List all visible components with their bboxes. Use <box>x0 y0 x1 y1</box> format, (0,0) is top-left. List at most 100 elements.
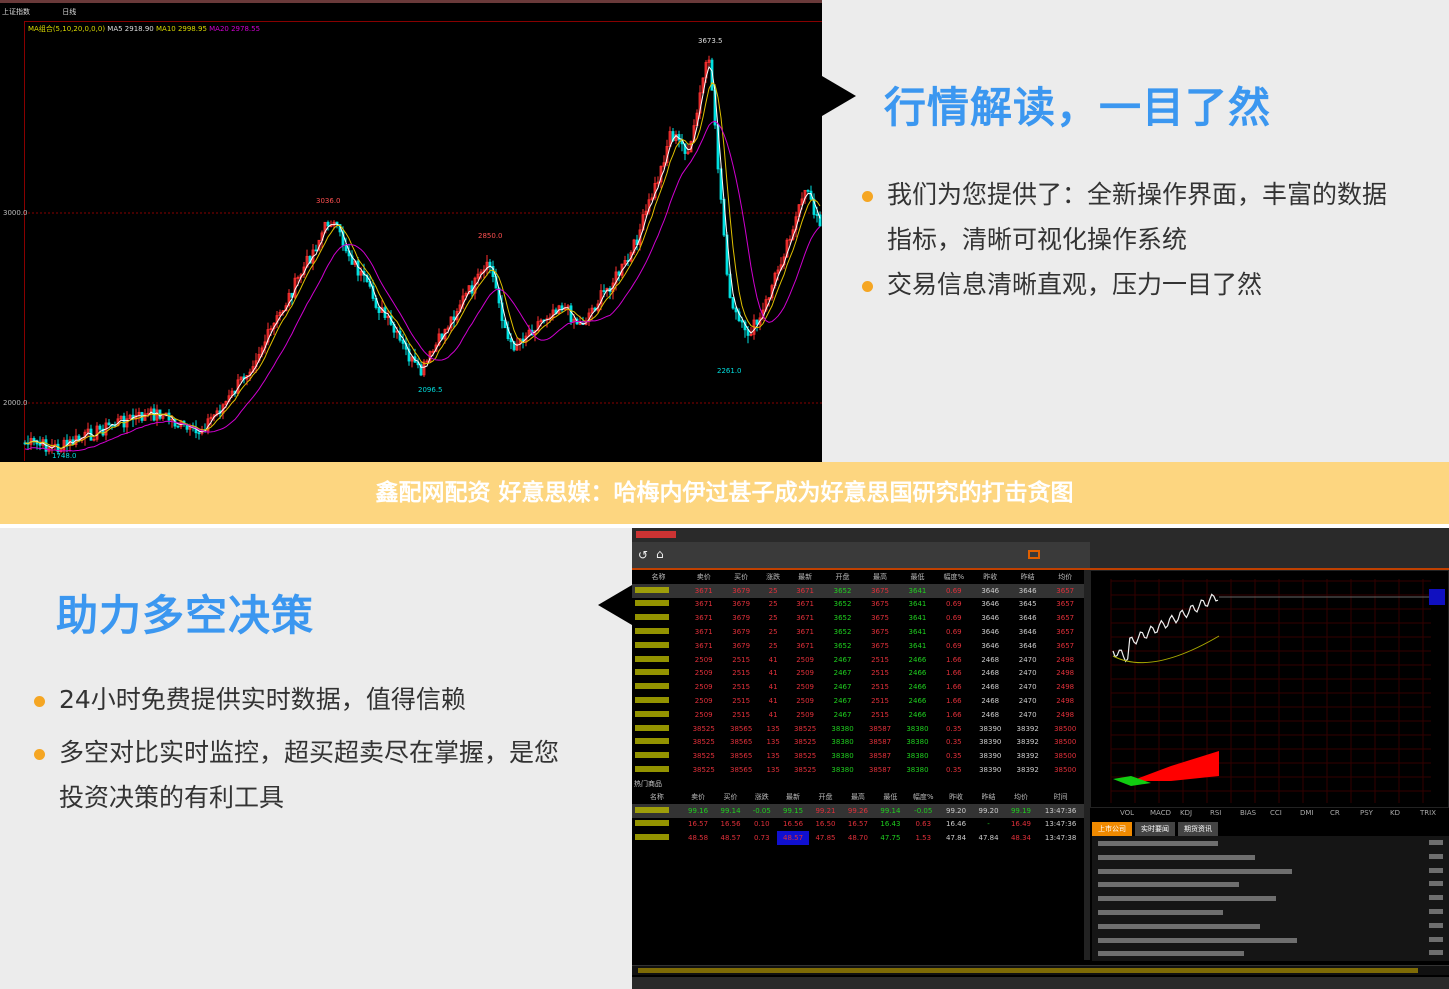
candle <box>473 277 477 294</box>
ma-selector[interactable]: MA组合(5,10,20,0,0,0) <box>28 25 106 33</box>
candle <box>38 443 42 446</box>
table-row[interactable]: 3671 3679 25 3671 3652 3675 3641 0.69 3646 3646 36… <box>632 639 1084 653</box>
table-row[interactable]: 48.58 48.57 0.73 48.57 47.85 48.70 47.75 1.53 47… <box>632 831 1084 846</box>
cell: 47.84 <box>946 834 967 843</box>
table-row[interactable]: 3671 3679 25 3671 3652 3675 3641 0.69 3646 3645 36… <box>632 598 1084 612</box>
news-item[interactable] <box>1092 877 1449 891</box>
candle <box>644 210 648 216</box>
table-row[interactable]: 2509 2515 41 2509 2467 2515 2466 1.66 2468 2470 24… <box>632 653 1084 667</box>
candle <box>209 416 213 420</box>
table-row[interactable]: 3671 3679 25 3671 3652 3675 3641 0.69 3646 3646 36… <box>632 583 1084 598</box>
cell: 99.20 <box>946 806 967 815</box>
news-item[interactable] <box>1092 933 1449 947</box>
indicator-tab-psy[interactable]: PSY <box>1360 809 1373 817</box>
cell: 3671 <box>796 614 815 623</box>
indicator-tab-kdj[interactable]: KDJ <box>1180 809 1193 817</box>
indicator-tabs: VOL MACD KDJ RSI BIAS CCI DMI CR PSY KD TRIX <box>1090 809 1449 820</box>
table-row[interactable]: 3671 3679 25 3671 3652 3675 3641 0.69 3646 3646 36… <box>632 625 1084 639</box>
indicator-tab-dmi[interactable]: DMI <box>1300 809 1314 817</box>
cell: 38392 <box>1016 766 1039 775</box>
cell: 2498 <box>1056 683 1075 692</box>
indicator-tab-bias[interactable]: BIAS <box>1240 809 1257 817</box>
row-name <box>632 598 685 612</box>
cell: 38380 <box>831 738 854 747</box>
cell: 3671 <box>694 641 713 650</box>
candle <box>728 273 732 298</box>
cell: 3671 <box>796 586 815 595</box>
news-tab[interactable]: 实时要闻 <box>1135 822 1175 836</box>
news-item[interactable] <box>1092 836 1449 850</box>
news-tab[interactable]: 期货资讯 <box>1178 822 1218 836</box>
indicator-tab-cr[interactable]: CR <box>1330 809 1340 817</box>
table-row[interactable]: 3671 3679 25 3671 3652 3675 3641 0.69 3646 3646 36… <box>632 611 1084 625</box>
news-item[interactable] <box>1092 905 1449 919</box>
bullet-item: 我们为您提供了：全新操作界面，丰富的数据 <box>862 172 1387 217</box>
cell: 38390 <box>979 766 1002 775</box>
news-item[interactable] <box>1092 891 1449 905</box>
table-row[interactable]: 2509 2515 41 2509 2467 2515 2466 1.66 2468 2470 24… <box>632 694 1084 708</box>
indicator-tab-cci[interactable]: CCI <box>1270 809 1282 817</box>
cell: 38380 <box>831 724 854 733</box>
table-row[interactable]: 2509 2515 41 2509 2467 2515 2466 1.66 2468 2470 24… <box>632 680 1084 694</box>
news-item[interactable] <box>1092 946 1449 960</box>
row-name <box>632 653 685 667</box>
cell: 0.63 <box>915 820 932 829</box>
hot-table: 名称 卖价 买价 涨跌 最新 开盘 最高 最低 幅度% 昨收 昨结 均价 时间 99.16 99.14 -0.… <box>632 790 1084 846</box>
news-item[interactable] <box>1092 864 1449 878</box>
candle <box>359 271 363 276</box>
cell: 2470 <box>1018 669 1037 678</box>
cell: 38525 <box>692 738 715 747</box>
feature-panel-decision: 助力多空决策 24小时免费提供实时数据，值得信赖 多空对比实时监控，超买超卖尽在… <box>0 528 632 989</box>
cell: 1.66 <box>946 655 962 664</box>
candle <box>737 311 741 322</box>
ma10-value: MA10 2998.95 <box>155 25 207 33</box>
table-row[interactable]: 2509 2515 41 2509 2467 2515 2466 1.66 2468 2470 24… <box>632 708 1084 722</box>
table-row[interactable]: 38525 38565 135 38525 38380 38587 38380 0.35 383… <box>632 749 1084 763</box>
bullet-item-cont: 指标，清晰可视化操作系统 <box>887 225 1188 254</box>
cell: 3646 <box>1018 586 1037 595</box>
table-row[interactable]: 16.57 16.56 0.10 16.56 16.50 16.57 16.43 0.63 16… <box>632 818 1084 832</box>
table-row[interactable]: 38525 38565 135 38525 38380 38587 38380 0.35 383… <box>632 722 1084 736</box>
period-selector[interactable]: 日线 <box>62 8 77 16</box>
cell: 2498 <box>1056 669 1075 678</box>
table-row[interactable]: 99.16 99.14 -0.05 99.15 99.21 99.26 99.14 -0.05… <box>632 803 1084 818</box>
candle <box>683 143 687 154</box>
news-item[interactable] <box>1092 850 1449 864</box>
home-icon[interactable]: ⌂ <box>656 547 664 561</box>
cell: 3671 <box>796 600 815 609</box>
cell: 2498 <box>1056 710 1075 719</box>
hot-products-label[interactable]: 热门商品 <box>634 780 662 788</box>
scrollbar[interactable] <box>1084 570 1090 960</box>
indicator-tab-trix[interactable]: TRIX <box>1420 809 1436 817</box>
table-row[interactable]: 38525 38565 135 38525 38380 38587 38380 0.35 383… <box>632 763 1084 777</box>
candle <box>812 198 816 215</box>
monitor-icon[interactable] <box>1028 550 1040 559</box>
cell: 38390 <box>979 752 1002 761</box>
intraday-chart[interactable] <box>1090 570 1449 808</box>
table-row[interactable]: 2509 2515 41 2509 2467 2515 2466 1.66 2468 2470 24… <box>632 667 1084 681</box>
indicator-tab-macd[interactable]: MACD <box>1150 809 1171 817</box>
news-tab[interactable]: 上市公司 <box>1092 822 1132 836</box>
cell: 0.10 <box>753 820 770 829</box>
table-row[interactable]: 38525 38565 135 38525 38380 38587 38380 0.35 383… <box>632 736 1084 750</box>
candle <box>503 320 507 329</box>
cell: 2466 <box>908 683 927 692</box>
candle <box>638 229 642 245</box>
cell: 2515 <box>732 697 751 706</box>
cell: 0.35 <box>946 738 962 747</box>
cell: 3657 <box>1056 641 1075 650</box>
candle <box>143 413 147 421</box>
indicator-tab-vol[interactable]: VOL <box>1120 809 1135 817</box>
ma-legend: MA组合(5,10,20,0,0,0) MA5 2918.90 MA10 299… <box>28 24 260 34</box>
cell: 99.16 <box>688 806 709 815</box>
candlestick-chart[interactable]: 上证指数 日线 MA组合(5,10,20,0,0,0) MA5 2918.90 … <box>0 0 822 462</box>
news-item[interactable] <box>1092 919 1449 933</box>
indicator-tab-kd[interactable]: KD <box>1390 809 1400 817</box>
cell: 47.85 <box>815 834 836 843</box>
candle <box>344 244 348 252</box>
candle <box>287 292 291 307</box>
cell: 2498 <box>1056 697 1075 706</box>
indicator-tab-rsi[interactable]: RSI <box>1210 809 1222 817</box>
headline-banner[interactable]: 鑫配网配资 好意思媒：哈梅内伊过甚子成为好意思国研究的打击贪图 <box>0 462 1449 524</box>
back-icon[interactable]: ↺ <box>638 548 649 562</box>
